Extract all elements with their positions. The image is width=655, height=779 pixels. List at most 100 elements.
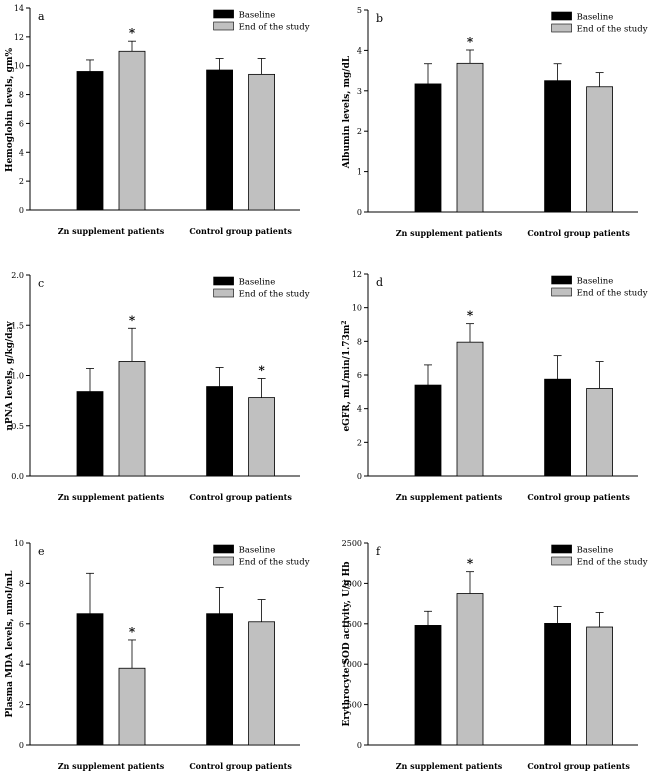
legend-swatch-baseline bbox=[551, 11, 572, 21]
legend-label-end: End of the study bbox=[239, 290, 310, 300]
legend-swatch-end bbox=[213, 556, 234, 566]
panel-letter: e bbox=[38, 545, 45, 558]
significance-marker: * bbox=[467, 557, 474, 571]
y-tick-label: 10 bbox=[14, 539, 24, 548]
y-tick-label: 4 bbox=[357, 46, 362, 55]
legend-label-end: End of the study bbox=[577, 25, 648, 35]
y-tick-label: 12 bbox=[14, 33, 24, 42]
y-tick-label: 2 bbox=[19, 177, 24, 186]
y-tick-label: 8 bbox=[357, 337, 362, 346]
x-category-label: Zn supplement patients bbox=[58, 492, 165, 502]
legend-swatch-baseline bbox=[551, 544, 572, 554]
y-tick-label: 10 bbox=[14, 62, 24, 71]
significance-marker: * bbox=[129, 26, 136, 40]
y-tick-label: 1000 bbox=[342, 660, 362, 669]
panel-b: 0 1 2 3 4 5 Albumin levels, mg/dL b Zn supplemen… bbox=[342, 6, 648, 238]
legend-label-baseline: Baseline bbox=[577, 277, 614, 287]
y-tick-label: 6 bbox=[19, 620, 24, 629]
y-tick-label: 8 bbox=[19, 91, 24, 100]
panel-letter: b bbox=[376, 12, 383, 25]
y-tick-label: 2.0 bbox=[11, 271, 24, 280]
baseline-bar bbox=[76, 391, 104, 477]
end-of-study-bar bbox=[456, 341, 484, 477]
y-tick-label: 0.5 bbox=[11, 422, 24, 431]
baseline-bar bbox=[544, 378, 571, 477]
y-tick-label: 8 bbox=[19, 579, 24, 588]
x-category-label: Control group patients bbox=[189, 761, 292, 771]
legend-label-end: End of the study bbox=[577, 558, 648, 568]
y-tick-label: 0 bbox=[19, 741, 24, 750]
y-tick-label: 4 bbox=[357, 405, 362, 414]
end-of-study-bar bbox=[118, 667, 146, 746]
baseline-bar bbox=[414, 83, 442, 213]
legend-swatch-end bbox=[213, 288, 234, 298]
y-tick-label: 0 bbox=[357, 741, 362, 750]
panel-letter: a bbox=[38, 10, 45, 23]
panel-letter: d bbox=[376, 276, 383, 289]
end-of-study-bar bbox=[586, 388, 613, 477]
y-tick-label: 0 bbox=[357, 208, 362, 217]
legend-swatch-end bbox=[551, 287, 572, 297]
y-tick-label: 10 bbox=[352, 304, 362, 313]
x-category-label: Zn supplement patients bbox=[396, 492, 503, 502]
baseline-bar bbox=[76, 613, 104, 746]
legend-swatch-end bbox=[213, 21, 234, 31]
end-of-study-bar bbox=[248, 397, 276, 477]
panel-c: 0.0 0.5 1.0 1.5 2.0 nPNA levels, g/kg/day c Zn … bbox=[5, 271, 310, 502]
x-category-label: Control group patients bbox=[527, 761, 630, 771]
y-tick-label: 14 bbox=[14, 4, 24, 13]
x-category-label: Zn supplement patients bbox=[58, 761, 165, 771]
y-axis-label: nPNA levels, g/kg/day bbox=[5, 321, 15, 431]
y-tick-label: 1500 bbox=[342, 620, 362, 629]
end-of-study-bar bbox=[586, 626, 613, 746]
y-tick-label: 4 bbox=[19, 660, 24, 669]
y-tick-label: 0 bbox=[19, 206, 24, 215]
legend-swatch-baseline bbox=[213, 544, 234, 554]
baseline-bar bbox=[76, 71, 104, 211]
x-category-label: Zn supplement patients bbox=[396, 761, 503, 771]
y-tick-label: 12 bbox=[352, 270, 362, 279]
x-category-label: Control group patients bbox=[189, 226, 292, 236]
y-axis-label: Erythrocyte SOD activity, U/g Hb bbox=[342, 562, 352, 727]
baseline-bar bbox=[206, 69, 234, 211]
y-tick-label: 6 bbox=[19, 119, 24, 128]
legend-label-end: End of the study bbox=[239, 558, 310, 568]
y-tick-label: 2 bbox=[357, 127, 362, 136]
end-of-study-bar bbox=[118, 361, 146, 477]
y-axis-label: Hemoglobin levels, gm% bbox=[5, 48, 15, 173]
baseline-bar bbox=[544, 80, 571, 213]
y-tick-label: 4 bbox=[19, 148, 24, 157]
y-tick-label: 1.5 bbox=[11, 321, 24, 330]
y-tick-label: 0 bbox=[357, 472, 362, 481]
y-tick-label: 2500 bbox=[342, 539, 362, 548]
legend-swatch-baseline bbox=[551, 275, 572, 285]
significance-marker: * bbox=[467, 35, 474, 49]
panel-e: 0 2 4 6 8 10 Plasma MDA levels, nmol/mL e Zn sup… bbox=[5, 539, 310, 771]
baseline-bar bbox=[414, 625, 442, 746]
x-category-label: Control group patients bbox=[527, 492, 630, 502]
legend-label-baseline: Baseline bbox=[239, 11, 276, 21]
x-category-label: Zn supplement patients bbox=[58, 226, 165, 236]
end-of-study-bar bbox=[248, 73, 276, 211]
end-of-study-bar bbox=[456, 593, 484, 746]
legend-label-end: End of the study bbox=[239, 23, 310, 33]
y-tick-label: 2 bbox=[19, 701, 24, 710]
end-of-study-bar bbox=[586, 86, 613, 213]
y-tick-label: 2 bbox=[357, 438, 362, 447]
legend-label-baseline: Baseline bbox=[577, 546, 614, 556]
legend-label-end: End of the study bbox=[577, 289, 648, 299]
y-tick-label: 5 bbox=[357, 6, 362, 15]
y-tick-label: 500 bbox=[347, 701, 362, 710]
y-tick-label: 1.0 bbox=[11, 372, 24, 381]
y-tick-label: 1 bbox=[357, 168, 362, 177]
baseline-bar bbox=[544, 622, 571, 746]
end-of-study-bar bbox=[118, 50, 146, 211]
legend-label-baseline: Baseline bbox=[239, 278, 276, 288]
y-tick-label: 3 bbox=[357, 87, 362, 96]
legend-label-baseline: Baseline bbox=[239, 546, 276, 556]
end-of-study-bar bbox=[248, 621, 276, 746]
panel-letter: f bbox=[376, 545, 381, 558]
y-tick-label: 2000 bbox=[342, 579, 362, 588]
y-tick-label: 6 bbox=[357, 371, 362, 380]
